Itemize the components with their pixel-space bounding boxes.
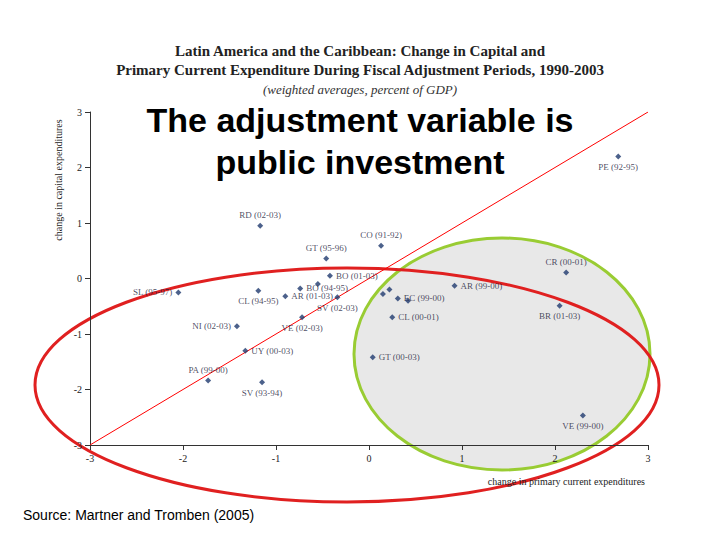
svg-text:0: 0 <box>77 273 82 284</box>
svg-text:VE (99-00): VE (99-00) <box>562 421 603 431</box>
svg-text:GT (00-03): GT (00-03) <box>379 352 420 362</box>
svg-text:-3: -3 <box>86 453 94 464</box>
svg-text:VE (02-03): VE (02-03) <box>281 323 322 333</box>
svg-text:GT (95-96): GT (95-96) <box>306 243 347 253</box>
svg-text:SL (95-97): SL (95-97) <box>133 287 172 297</box>
svg-text:NI (02-03): NI (02-03) <box>192 321 231 331</box>
svg-text:Source: Martner and Tromben (2: Source: Martner and Tromben (2005) <box>23 507 254 523</box>
svg-text:SV (93-94): SV (93-94) <box>242 388 283 398</box>
svg-text:0: 0 <box>367 453 372 464</box>
svg-text:2: 2 <box>77 162 82 173</box>
svg-text:3: 3 <box>646 453 651 464</box>
svg-text:UY (00-03): UY (00-03) <box>251 346 293 356</box>
svg-text:AR (01-03): AR (01-03) <box>291 291 333 301</box>
svg-text:3: 3 <box>77 107 82 118</box>
svg-text:The adjustment variable is: The adjustment variable is <box>146 101 573 139</box>
svg-text:CO (91-92): CO (91-92) <box>360 230 402 240</box>
svg-text:CL (00-01): CL (00-01) <box>398 312 438 322</box>
svg-text:AR (99-00): AR (99-00) <box>461 281 503 291</box>
svg-text:CL (94-95): CL (94-95) <box>238 296 278 306</box>
svg-text:BR (01-03): BR (01-03) <box>539 311 580 321</box>
svg-text:change in primary current expe: change in primary current expenditures <box>488 476 645 487</box>
svg-text:-1: -1 <box>272 453 280 464</box>
svg-text:Latin America and the Caribbea: Latin America and the Caribbean: Change … <box>175 43 546 59</box>
svg-text:1: 1 <box>460 453 465 464</box>
svg-text:public investment: public investment <box>215 143 504 181</box>
svg-text:EC (99-00): EC (99-00) <box>404 293 445 303</box>
svg-text:(weighted averages, percent of: (weighted averages, percent of GDP) <box>263 82 457 97</box>
svg-text:change in capital expenditures: change in capital expenditures <box>53 119 64 240</box>
svg-text:2: 2 <box>553 453 558 464</box>
svg-text:-3: -3 <box>74 440 82 451</box>
svg-text:BO (94-95): BO (94-95) <box>306 283 348 294</box>
svg-text:PE (92-95): PE (92-95) <box>598 162 638 172</box>
svg-text:RD (02-03): RD (02-03) <box>239 210 281 220</box>
svg-text:PA (99-00): PA (99-00) <box>188 365 227 375</box>
svg-text:Primary Current Expenditure Du: Primary Current Expenditure During Fisca… <box>116 62 604 78</box>
svg-text:-2: -2 <box>74 384 82 395</box>
svg-text:SV (02-03): SV (02-03) <box>317 303 358 313</box>
svg-text:-2: -2 <box>179 453 187 464</box>
svg-text:CR (00-01): CR (00-01) <box>546 257 587 267</box>
svg-text:1: 1 <box>77 218 82 229</box>
svg-text:-1: -1 <box>74 329 82 340</box>
svg-text:BO (01-03): BO (01-03) <box>336 271 378 281</box>
